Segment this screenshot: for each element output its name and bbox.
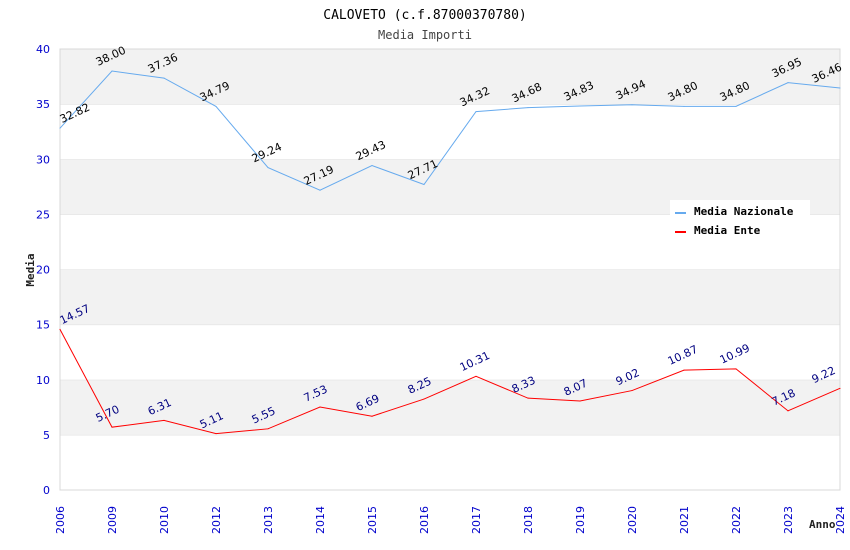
x-tick-label: 2022 <box>730 506 743 534</box>
data-point <box>735 368 737 370</box>
y-tick-label: 15 <box>36 319 50 332</box>
data-point <box>735 105 737 107</box>
data-point <box>787 410 789 412</box>
data-point <box>371 165 373 167</box>
y-axis-label: Media <box>24 253 37 286</box>
data-point <box>527 107 529 109</box>
data-point <box>683 105 685 107</box>
y-tick-label: 40 <box>36 43 50 56</box>
x-tick-label: 2024 <box>834 506 847 534</box>
data-point <box>579 105 581 107</box>
data-point <box>163 77 165 79</box>
data-point <box>527 397 529 399</box>
data-point <box>267 167 269 169</box>
data-point <box>319 406 321 408</box>
x-tick-label: 2020 <box>626 506 639 534</box>
data-point <box>267 428 269 430</box>
legend-label-ente: Media Ente <box>694 224 761 237</box>
plot-border <box>59 48 841 491</box>
legend: Media Nazionale Media Ente <box>670 200 810 242</box>
grid-band <box>60 104 840 160</box>
legend-label-nazionale: Media Nazionale <box>694 205 794 218</box>
data-point <box>111 426 113 428</box>
y-tick-label: 25 <box>36 208 50 221</box>
data-point <box>787 82 789 84</box>
x-tick-label: 2018 <box>522 506 535 534</box>
data-point <box>59 127 61 129</box>
x-tick-label: 2013 <box>262 506 275 534</box>
data-point <box>839 387 841 389</box>
chart-title: CALOVETO (c.f.87000370780) <box>323 8 527 23</box>
series-line-1 <box>59 329 841 435</box>
data-point <box>111 70 113 72</box>
data-point <box>423 398 425 400</box>
y-tick-label: 0 <box>43 484 50 497</box>
data-point <box>59 328 61 330</box>
data-point <box>579 400 581 402</box>
y-tick-label: 10 <box>36 374 50 387</box>
x-tick-label: 2021 <box>678 506 691 534</box>
grid-band <box>60 324 840 380</box>
x-tick-label: 2016 <box>418 506 431 534</box>
y-tick-label: 20 <box>36 264 50 277</box>
y-tick-label: 5 <box>43 429 50 442</box>
chart-subtitle: Media Importi <box>378 28 472 42</box>
x-tick-label: 2017 <box>470 506 483 534</box>
data-point <box>215 433 217 435</box>
x-tick-label: 2009 <box>106 506 119 534</box>
x-axis-label: Anno <box>809 518 836 531</box>
x-tick-label: 2012 <box>210 506 223 534</box>
data-point <box>163 419 165 421</box>
y-tick-label: 30 <box>36 153 50 166</box>
grid-band <box>60 434 840 490</box>
data-point <box>683 369 685 371</box>
data-point <box>839 87 841 89</box>
data-point <box>631 104 633 106</box>
data-point <box>475 111 477 113</box>
data-point <box>475 375 477 377</box>
y-tick-label: 35 <box>36 98 50 111</box>
data-point <box>215 105 217 107</box>
grid-band <box>60 49 840 105</box>
x-tick-label: 2006 <box>54 506 67 534</box>
data-point <box>371 415 373 417</box>
grid-band <box>60 379 840 435</box>
data-point <box>319 189 321 191</box>
x-tick-label: 2010 <box>158 506 171 534</box>
x-tick-label: 2019 <box>574 506 587 534</box>
x-tick-label: 2014 <box>314 506 327 534</box>
legend-swatch-ente <box>675 231 686 233</box>
x-tick-label: 2015 <box>366 506 379 534</box>
data-point <box>423 183 425 185</box>
series-line-0 <box>59 70 841 191</box>
legend-swatch-nazionale <box>675 212 686 214</box>
data-point <box>631 390 633 392</box>
x-tick-label: 2023 <box>782 506 795 534</box>
grid-band <box>60 269 840 325</box>
